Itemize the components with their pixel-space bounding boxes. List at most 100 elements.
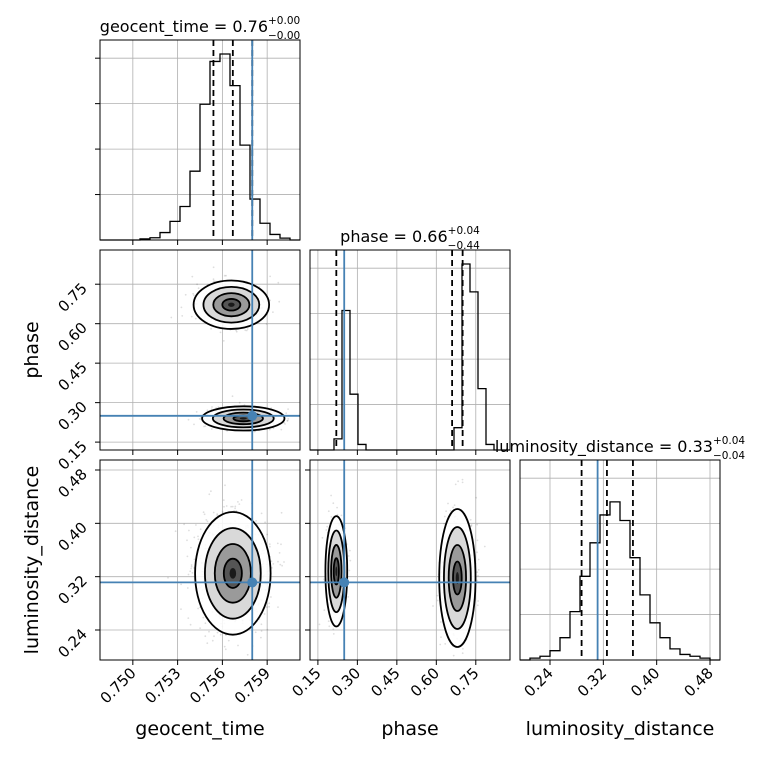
sample-point [206,409,209,412]
sample-point [326,525,329,528]
sample-point [234,507,237,510]
sample-point [469,518,472,521]
sample-point [223,505,225,508]
sample-point [186,539,188,542]
sample-point [266,606,268,609]
sample-point [461,481,464,484]
sample-point [212,266,215,269]
sample-point [476,539,479,542]
sample-point [444,643,447,645]
sample-point [254,631,257,634]
sample-point [283,421,286,424]
sample-point [440,636,442,638]
sample-point [204,635,207,638]
sample-point [476,551,478,554]
sample-point [332,502,335,505]
sample-point [212,278,215,281]
sample-point [219,331,222,334]
sample-point [287,418,290,420]
sample-point [348,569,351,572]
panel-title-sub-geocent_time: −0.00 [268,30,300,42]
sample-point [189,570,192,573]
sample-point [222,499,225,501]
sample-point [184,293,187,296]
sample-point [323,609,326,612]
sample-point [197,538,200,541]
sample-point [268,602,271,605]
sample-point [285,412,288,415]
sample-point [277,606,279,608]
sample-point [183,523,186,526]
sample-point [269,299,271,302]
x-tick-label: 0.40 [627,664,663,700]
sample-point [231,395,234,398]
sample-point [211,406,213,408]
sample-point [193,423,195,426]
sample-point [264,521,266,524]
y-tick-label: 0.15 [54,437,90,473]
sample-point [454,483,457,486]
sample-point [340,514,343,517]
truth-point [339,577,350,588]
sample-point [203,425,205,428]
sample-point [276,542,279,545]
sample-point [260,623,263,626]
histogram-phase [310,263,510,451]
sample-point [231,505,234,508]
contour-level-4 [239,417,247,420]
sample-point [461,652,464,655]
sample-point [238,503,241,505]
sample-point [235,329,238,332]
sample-point [327,620,330,623]
sample-point [323,578,325,581]
sample-point [268,543,271,545]
sample-point [206,642,209,645]
panel-phase-phase: phase = 0.66+0.04−0.44 [309,225,511,455]
y-tick-label: 0.40 [54,518,90,554]
sample-point [167,576,169,579]
sample-point [216,631,219,634]
sample-point [271,567,273,569]
sample-point [278,552,281,554]
x-axis-label-luminosity_distance: luminosity_distance [526,718,715,740]
sample-point [234,505,237,508]
sample-point [223,274,226,277]
sample-point [237,644,239,647]
y-axis-label-luminosity_distance: luminosity_distance [21,466,43,655]
sample-point [432,605,434,607]
sample-point [255,520,257,522]
panel-luminosity_distance-phase: 0.15 0.30 0.45 0.60 0.75 phase [288,459,511,740]
sample-point [216,513,219,515]
density-geocent_time-phase [170,266,290,433]
sample-point [477,568,480,571]
x-tick-label: 0.756 [186,664,229,707]
sample-point [263,613,266,615]
x-tick-label: 0.60 [407,664,443,700]
sample-point [244,329,247,332]
axes-frame [99,39,301,241]
sample-point [287,408,289,410]
sample-point [272,427,275,430]
sample-point [196,283,199,286]
density-phase-luminosity_distance [318,478,486,657]
sample-point [204,622,207,625]
sample-point [190,315,193,318]
sample-point [238,401,241,404]
sample-point [349,559,352,562]
sample-point [445,510,447,513]
sample-point [260,512,263,515]
sample-point [332,628,335,631]
sample-point [190,565,193,568]
sample-point [330,494,332,497]
sample-point [281,564,283,567]
sample-point [193,536,196,539]
x-tick-label: 0.32 [574,664,610,700]
sample-point [476,604,479,607]
panel-luminosity_distance-geocent_time: 0.750 0.753 0.756 0.759 geocent_time 0.24 0.32… [21,459,301,740]
sample-point [197,535,199,538]
sample-point [347,555,350,557]
sample-point [204,425,207,427]
sample-point [195,524,197,526]
y-tick-label: 0.48 [54,465,90,501]
sample-point [277,281,280,284]
